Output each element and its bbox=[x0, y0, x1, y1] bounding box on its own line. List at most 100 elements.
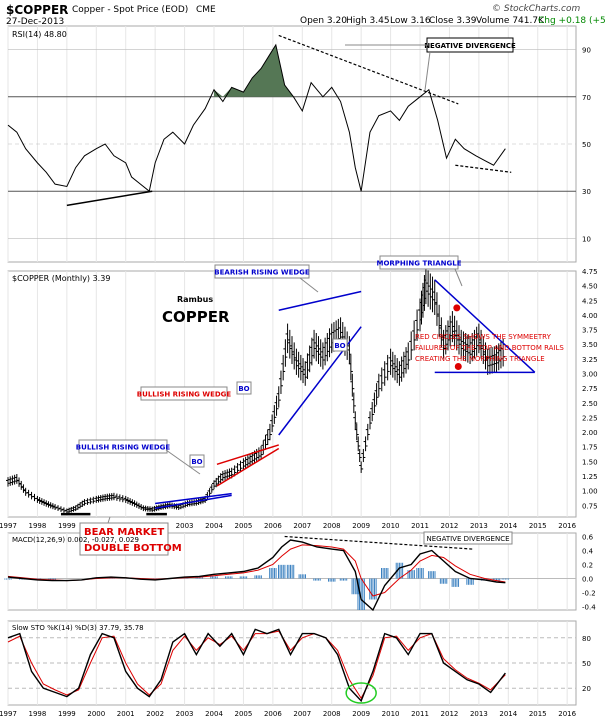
bearish-wedge-top bbox=[278, 290, 362, 311]
symmetry-note-3: CREATING THE MORPHING TRIANGLE bbox=[415, 355, 545, 363]
x-tick-label: 2011 bbox=[411, 710, 429, 718]
sto-k-line bbox=[7, 628, 506, 703]
price-y-tick: 3.50 bbox=[582, 341, 598, 349]
bearish-wedge-callout-box bbox=[214, 264, 310, 279]
x-tick-label: 2016 bbox=[558, 522, 576, 530]
x-tick-label: 2001 bbox=[117, 710, 135, 718]
rsi-y-tick: 70 bbox=[582, 94, 591, 102]
x-tick-label: 2009 bbox=[352, 710, 370, 718]
x-tick-label: 2013 bbox=[470, 522, 488, 530]
rsi-divergence-line bbox=[278, 34, 459, 105]
x-tick-label: 1998 bbox=[29, 522, 47, 530]
bear-market-label: BEAR MARKET bbox=[84, 527, 164, 538]
price-y-tick: 0.75 bbox=[582, 502, 598, 510]
bearish-wedge-bottom bbox=[278, 326, 362, 436]
exchange-label: CME bbox=[196, 5, 216, 15]
rsi-y-tick: 50 bbox=[582, 141, 591, 149]
x-tick-label: 2008 bbox=[323, 710, 341, 718]
morphing-triangle-callout-box bbox=[379, 255, 459, 270]
double-bottom-label: DOUBLE BOTTOM bbox=[84, 543, 182, 554]
price-y-tick: 3.25 bbox=[582, 356, 598, 364]
bo-box bbox=[236, 381, 252, 395]
x-tick-label: 2000 bbox=[87, 710, 105, 718]
bullish-wedge-2-callout-label: BULLISH RISING WEDGE bbox=[137, 391, 232, 399]
double-bottom-box bbox=[79, 522, 169, 556]
x-tick-label: 1999 bbox=[58, 710, 76, 718]
callout-pointer bbox=[165, 449, 201, 475]
callout-pointer bbox=[454, 268, 463, 287]
x-tick-label: 2011 bbox=[411, 522, 429, 530]
rsi-support-line bbox=[66, 190, 153, 207]
copper-title: COPPER bbox=[162, 308, 230, 326]
callout-pointer bbox=[299, 277, 319, 293]
bo-box bbox=[189, 454, 205, 468]
quote-change: Chg +0.18 (+5.61%) bbox=[538, 16, 606, 26]
x-tick-label: 1998 bbox=[29, 710, 47, 718]
bullish-wedge-1-top bbox=[155, 492, 232, 505]
sto-y-tick: 50 bbox=[582, 660, 591, 668]
x-tick-label: 2003 bbox=[176, 710, 194, 718]
price-y-tick: 2.25 bbox=[582, 414, 598, 422]
quote-low: Low 3.16 bbox=[390, 16, 431, 26]
x-tick-label: 2006 bbox=[264, 710, 282, 718]
price-y-tick: 1.25 bbox=[582, 473, 598, 481]
x-tick-label: 2014 bbox=[499, 710, 517, 718]
symmetry-note-1: RED CIRCLES SHOWS THE SYMMEETRY bbox=[415, 333, 552, 341]
red-circle-bottom bbox=[454, 362, 462, 370]
morphing-triangle-callout-label: MORPHING TRIANGLE bbox=[377, 260, 462, 268]
quote-open: Open 3.20 bbox=[300, 16, 347, 26]
x-tick-label: 2013 bbox=[470, 710, 488, 718]
price-y-tick: 4.00 bbox=[582, 312, 598, 320]
x-tick-label: 1997 bbox=[0, 710, 17, 718]
x-tick-label: 2004 bbox=[205, 710, 223, 718]
callout-pointer bbox=[107, 516, 111, 524]
macd-y-tick: 0.6 bbox=[582, 534, 594, 542]
rsi-y-tick: 10 bbox=[582, 235, 591, 243]
price-y-tick: 1.50 bbox=[582, 458, 598, 466]
x-tick-label: 1997 bbox=[0, 522, 17, 530]
bo-box bbox=[332, 338, 348, 352]
x-tick-label: 2003 bbox=[176, 522, 194, 530]
macd-y-tick: 0.2 bbox=[582, 562, 593, 570]
bearish-wedge-callout-label: BEARISH RISING WEDGE bbox=[214, 269, 310, 277]
price-y-tick: 3.00 bbox=[582, 371, 598, 379]
price-y-tick: 1.75 bbox=[582, 444, 598, 452]
x-tick-label: 2007 bbox=[293, 522, 311, 530]
triangle-top-rail bbox=[434, 279, 536, 373]
price-y-tick: 2.75 bbox=[582, 385, 598, 393]
sto-y-tick: 20 bbox=[582, 685, 591, 693]
bullish-wedge-2-bottom bbox=[216, 447, 280, 487]
x-tick-label: 2005 bbox=[235, 522, 253, 530]
bo-label: BO bbox=[191, 458, 202, 466]
macd-legend: MACD(12,26,9) 0.002, -0.027, 0.029 bbox=[12, 536, 139, 544]
price-y-tick: 3.75 bbox=[582, 327, 598, 335]
x-tick-label: 2007 bbox=[293, 710, 311, 718]
x-tick-label: 2012 bbox=[441, 710, 459, 718]
rsi-y-tick: 90 bbox=[582, 47, 591, 55]
macd-divergence-line bbox=[284, 535, 474, 550]
price-y-tick: 1.00 bbox=[582, 488, 598, 496]
symmetry-note-2: FAILURES OF THE TOP AND BOTTOM RAILS bbox=[415, 344, 564, 352]
chart-date: 27-Dec-2013 bbox=[6, 17, 65, 27]
bo-label: BO bbox=[334, 342, 345, 350]
price-legend: $COPPER (Monthly) 3.39 bbox=[12, 274, 110, 283]
sto-legend: Slow STO %K(14) %D(3) 37.79, 35.78 bbox=[12, 624, 144, 632]
bullish-wedge-2-top bbox=[216, 444, 279, 466]
rsi-y-tick: 30 bbox=[582, 188, 591, 196]
x-tick-label: 2006 bbox=[264, 522, 282, 530]
macd-divergence-label: NEGATIVE DIVERGENCE bbox=[426, 535, 509, 543]
macd-y-tick: -0.2 bbox=[582, 590, 596, 598]
macd-divergence-box bbox=[423, 531, 513, 545]
macd-y-tick: 0.4 bbox=[582, 548, 594, 556]
x-tick-label: 2008 bbox=[323, 522, 341, 530]
quote-volume: Volume 741.7K bbox=[476, 16, 545, 26]
bullish-wedge-1-bottom bbox=[155, 494, 232, 509]
macd-line bbox=[7, 539, 506, 612]
bullish-wedge-1-callout-label: BULLISH RISING WEDGE bbox=[76, 444, 171, 452]
chart-name: Copper - Spot Price (EOD) bbox=[72, 5, 189, 15]
callout-pointer bbox=[424, 51, 431, 91]
sto-y-tick: 80 bbox=[582, 635, 591, 643]
price-y-tick: 4.25 bbox=[582, 297, 598, 305]
x-tick-label: 2015 bbox=[529, 710, 547, 718]
